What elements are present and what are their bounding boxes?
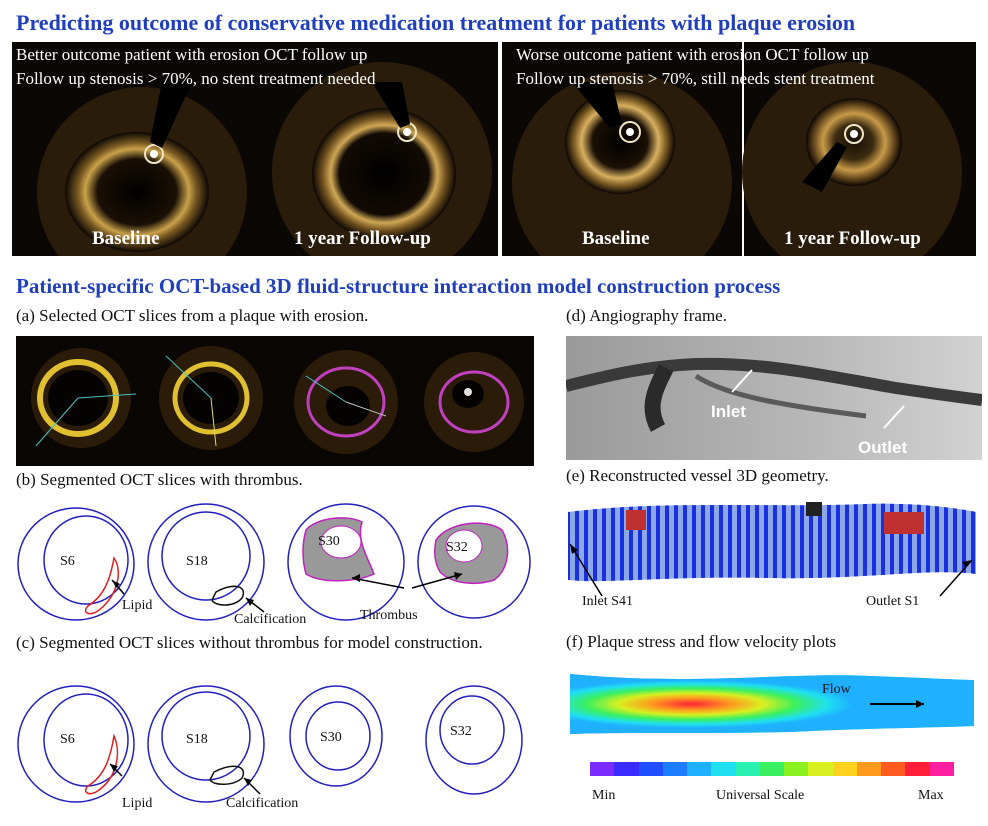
panel-c-label-s32: S32 bbox=[450, 724, 472, 739]
panel-f-scale-max: Max bbox=[918, 788, 944, 803]
scale-swatch bbox=[784, 762, 809, 776]
oct-panel-better-outcome: Better outcome patient with erosion OCT … bbox=[12, 42, 498, 256]
oct-image-baseline-worse bbox=[512, 42, 962, 256]
scale-swatch bbox=[687, 762, 712, 776]
panel-c-label-s30: S30 bbox=[320, 730, 342, 745]
panel-a-caption: (a) Selected OCT slices from a plaque wi… bbox=[16, 306, 369, 325]
scale-swatch bbox=[881, 762, 906, 776]
panel-d-angiography: Inlet Outlet bbox=[566, 336, 982, 460]
panel-c-label-s18: S18 bbox=[186, 732, 208, 747]
panel-e-vessel-geometry bbox=[568, 502, 976, 597]
angiography-image bbox=[566, 357, 982, 432]
panel-c-segmented-slices bbox=[17, 685, 523, 803]
panel-d-caption: (d) Angiography frame. bbox=[566, 306, 727, 325]
panel-b-caption: (b) Segmented OCT slices with thrombus. bbox=[16, 470, 303, 489]
oct-left-line1: Better outcome patient with erosion OCT … bbox=[16, 45, 368, 64]
scale-swatch bbox=[905, 762, 930, 776]
oct-right-line2: Follow up stenosis > 70%, still needs st… bbox=[516, 69, 875, 88]
scale-swatch bbox=[832, 762, 857, 776]
oct-left-followup-label: 1 year Follow-up bbox=[294, 228, 431, 249]
panel-f-color-scale bbox=[590, 762, 954, 776]
scale-swatch bbox=[759, 762, 785, 776]
panel-f-scale-mid: Universal Scale bbox=[716, 788, 805, 803]
scale-swatch bbox=[638, 762, 663, 776]
scale-swatch bbox=[711, 762, 736, 776]
angiography-outlet-label: Outlet bbox=[858, 438, 908, 457]
panel-b-lipid-label: Lipid bbox=[122, 598, 153, 613]
scale-swatch bbox=[735, 762, 760, 776]
oct-right-followup-label: 1 year Follow-up bbox=[784, 228, 921, 249]
main-title: Predicting outcome of conservative medic… bbox=[16, 10, 856, 35]
panel-e-caption: (e) Reconstructed vessel 3D geometry. bbox=[566, 466, 829, 485]
oct-right-baseline-label: Baseline bbox=[582, 228, 650, 249]
panel-b-label-s18: S18 bbox=[186, 554, 208, 569]
oct-left-line2: Follow up stenosis > 70%, no stent treat… bbox=[16, 69, 376, 88]
panel-e-outlet-label: Outlet S1 bbox=[866, 594, 920, 609]
oct-slices-image bbox=[31, 346, 524, 454]
panel-f-scale-min: Min bbox=[592, 788, 616, 803]
scale-swatch bbox=[929, 762, 954, 776]
panel-e-inlet-label: Inlet S41 bbox=[582, 594, 633, 609]
scale-swatch bbox=[856, 762, 882, 776]
oct-image-baseline-better bbox=[37, 62, 492, 256]
panel-b-segmented-slices bbox=[17, 503, 531, 621]
angiography-inlet-label: Inlet bbox=[711, 402, 746, 421]
oct-panel-worse-outcome: Worse outcome patient with erosion OCT f… bbox=[502, 42, 976, 256]
panel-b-label-s32: S32 bbox=[446, 540, 468, 555]
panel-b-thrombus-label: Thrombus bbox=[360, 608, 418, 623]
panel-a-oct-slices bbox=[16, 336, 534, 466]
scale-swatch bbox=[808, 762, 833, 776]
panel-c-caption: (c) Segmented OCT slices without thrombu… bbox=[16, 633, 483, 652]
scale-swatch bbox=[662, 762, 688, 776]
panel-c-calcification-label: Calcification bbox=[226, 796, 299, 811]
scale-swatch bbox=[590, 762, 615, 776]
oct-right-line1: Worse outcome patient with erosion OCT f… bbox=[516, 45, 869, 64]
panel-c-lipid-label: Lipid bbox=[122, 796, 153, 811]
panel-f-stress-plot bbox=[570, 674, 974, 734]
section2-title: Patient-specific OCT-based 3D fluid-stru… bbox=[16, 274, 781, 298]
panel-b-label-s30: S30 bbox=[318, 534, 340, 549]
oct-left-baseline-label: Baseline bbox=[92, 228, 160, 249]
panel-f-flow-label: Flow bbox=[822, 682, 851, 697]
panel-c-label-s6: S6 bbox=[60, 732, 75, 747]
panel-f-caption: (f) Plaque stress and flow velocity plot… bbox=[566, 632, 837, 651]
scale-swatch bbox=[614, 762, 639, 776]
panel-b-calcification-label: Calcification bbox=[234, 612, 307, 627]
panel-b-label-s6: S6 bbox=[60, 554, 75, 569]
